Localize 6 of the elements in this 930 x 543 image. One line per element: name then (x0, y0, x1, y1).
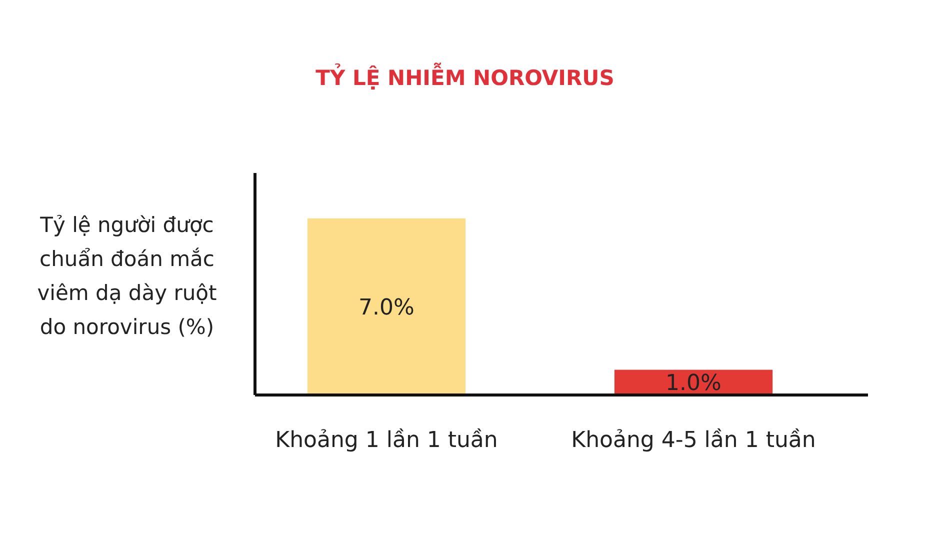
data-label: 1.0% (666, 371, 722, 396)
chart-title: TỶ LỆ NHIỄM NOROVIRUS (316, 62, 614, 90)
x-tick-label: Khoảng 1 lần 1 tuần (275, 428, 498, 453)
y-axis-title: Tỷ lệ người được chuẩn đoán mắc viêm dạ dày ruột do norovirus (%) (37, 213, 217, 339)
data-label: 7.0% (358, 295, 414, 320)
x-tick-label: Khoảng 4-5 lần 1 tuần (571, 428, 816, 453)
